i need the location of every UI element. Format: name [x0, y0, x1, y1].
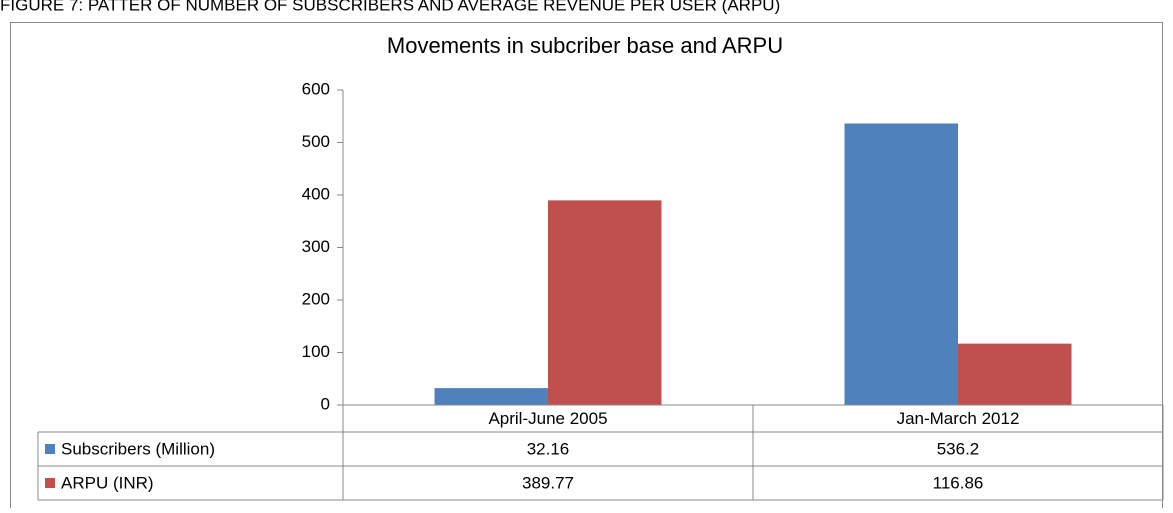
table-value: 536.2 — [937, 439, 980, 458]
table-value: 32.16 — [527, 439, 570, 458]
x-tick-label: April-June 2005 — [488, 409, 607, 428]
y-tick-label: 600 — [302, 79, 330, 98]
figure-caption: FIGURE 7: PATTER OF NUMBER OF SUBSCRIBER… — [0, 0, 780, 14]
table-value: 116.86 — [933, 473, 984, 492]
x-tick-label: Jan-March 2012 — [897, 409, 1020, 428]
y-tick-label: 400 — [302, 184, 330, 203]
legend-key — [45, 444, 55, 454]
bar — [548, 200, 662, 405]
y-tick-label: 300 — [302, 237, 330, 256]
chart-title: Movements in subcriber base and ARPU — [387, 33, 783, 58]
bar — [434, 388, 548, 405]
y-tick-label: 0 — [321, 394, 330, 413]
table-value: 389.77 — [522, 473, 574, 492]
y-tick-label: 500 — [302, 132, 330, 151]
bar — [958, 343, 1072, 405]
legend-key — [45, 478, 55, 488]
legend-label: Subscribers (Million) — [61, 439, 215, 458]
y-tick-label: 200 — [302, 289, 330, 308]
bar — [844, 123, 958, 406]
y-tick-label: 100 — [302, 342, 330, 361]
legend-label: ARPU (INR) — [61, 473, 154, 492]
